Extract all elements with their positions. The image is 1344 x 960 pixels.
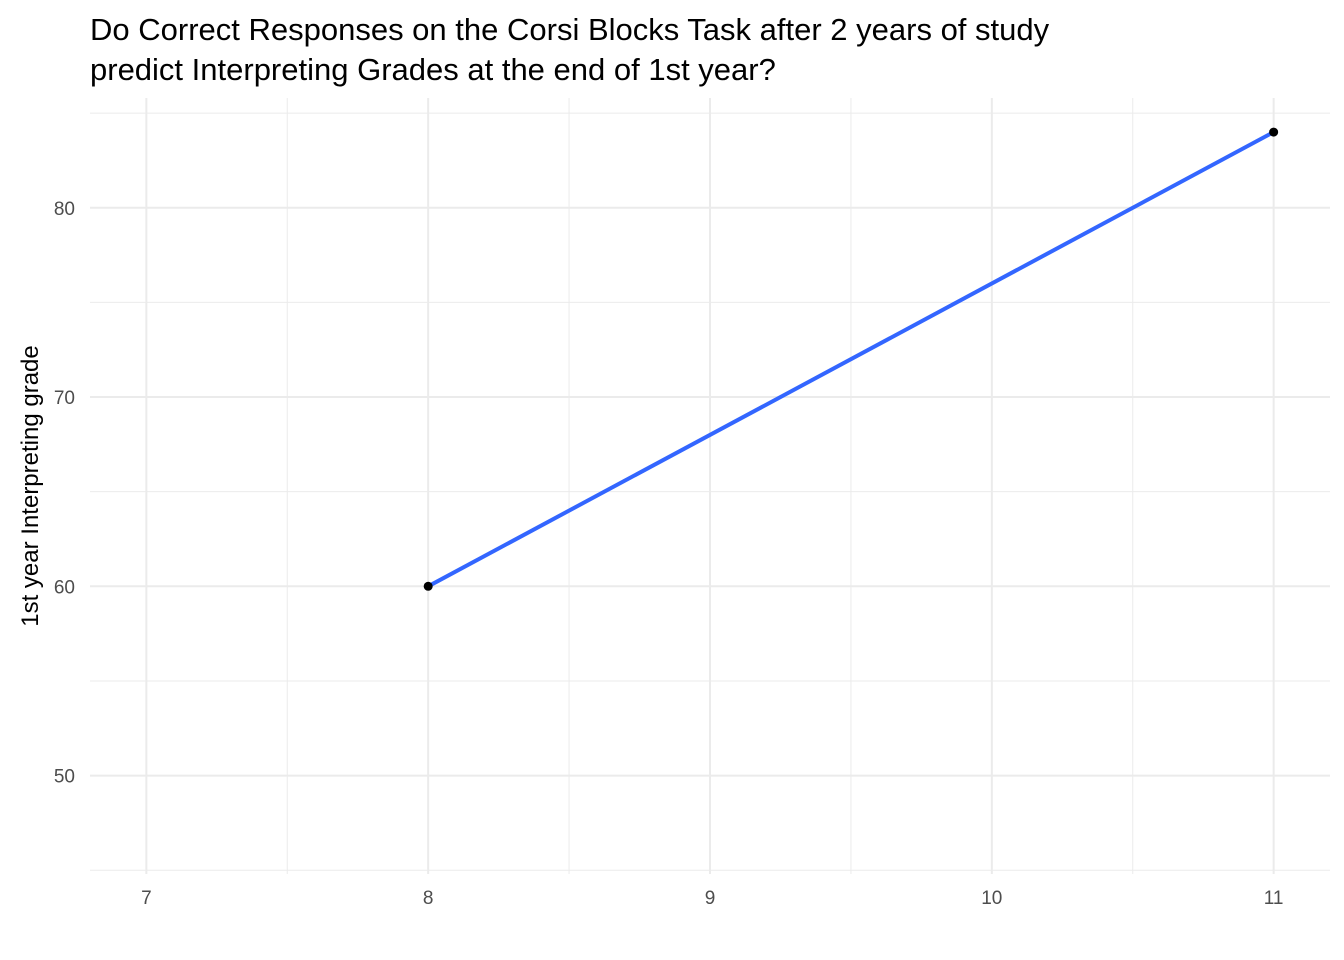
chart-title-line-2: predict Interpreting Grades at the end o… <box>90 52 776 87</box>
y-tick-label: 70 <box>54 388 75 409</box>
x-tick-label: 10 <box>981 888 1002 909</box>
x-axis-tick-labels: 7 8 9 10 11 <box>141 888 1283 909</box>
y-tick-label: 50 <box>54 767 75 788</box>
x-tick-label: 9 <box>705 888 716 909</box>
chart-title-line-1: Do Correct Responses on the Corsi Blocks… <box>90 12 1050 47</box>
y-axis-title: 1st year Interpreting grade <box>17 345 44 627</box>
y-tick-label: 60 <box>54 577 75 598</box>
y-tick-label: 80 <box>54 199 75 220</box>
regression-line <box>427 130 1275 589</box>
x-tick-label: 7 <box>141 888 152 909</box>
data-point <box>1269 127 1279 137</box>
data-points <box>423 127 1279 591</box>
x-tick-label: 11 <box>1264 888 1284 909</box>
fit-line-layer <box>427 130 1275 589</box>
x-tick-label: 8 <box>423 888 434 909</box>
major-gridlines <box>90 98 1330 874</box>
data-point <box>423 581 433 591</box>
y-axis-tick-labels: 50 60 70 80 <box>54 199 75 788</box>
chart-title: Do Correct Responses on the Corsi Blocks… <box>90 10 1310 90</box>
